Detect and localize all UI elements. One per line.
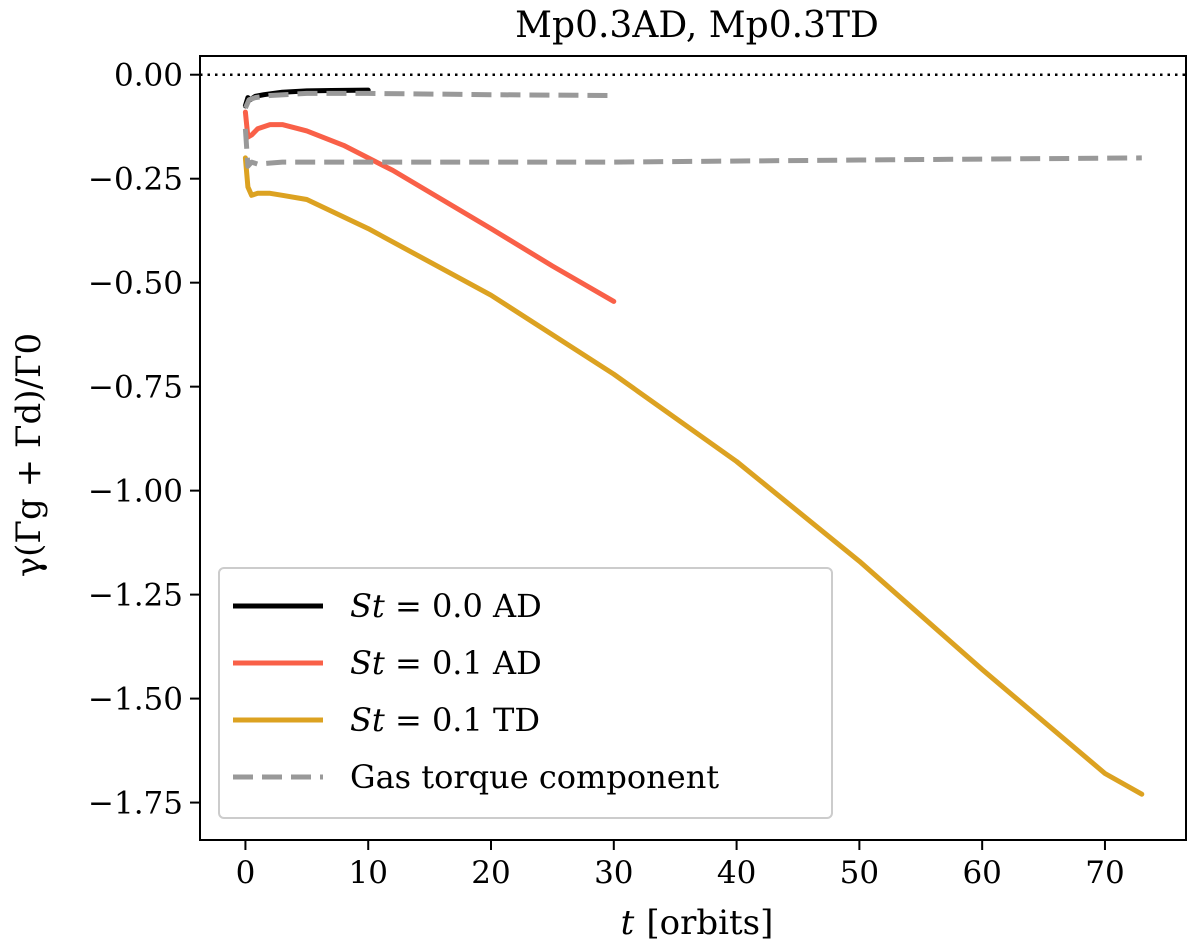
y-tick-label: 0.00 bbox=[114, 58, 183, 94]
x-axis-label: t [orbits] bbox=[621, 903, 774, 942]
x-tick-label: 0 bbox=[236, 855, 256, 891]
legend-label-variable: St bbox=[350, 587, 385, 625]
series-line-1 bbox=[242, 109, 617, 304]
legend-label-text: = 0.1 AD bbox=[385, 644, 542, 682]
x-tick-label: 70 bbox=[1085, 855, 1124, 891]
x-axis-label-variable: t bbox=[621, 903, 635, 942]
axes-frame bbox=[199, 55, 1187, 841]
legend-label: St = 0.1 TD bbox=[350, 701, 540, 739]
legend-label-variable: St bbox=[350, 701, 385, 739]
series-line-3 bbox=[243, 90, 614, 110]
y-tick-label: −1.50 bbox=[88, 682, 183, 718]
y-axis-label: γ(Γg + Γd)/Γ0 bbox=[9, 333, 49, 577]
axes: 0 10 20 30 40 50 60 70 0.00 −0.25 −0.50 −0.75 −1.00 −… bbox=[88, 55, 1187, 891]
legend-label-variable: St bbox=[350, 644, 385, 682]
legend-label: St = 0.0 AD bbox=[350, 587, 542, 625]
x-tick-label: 30 bbox=[594, 855, 633, 891]
series-line-4 bbox=[242, 128, 1142, 169]
y-tick-label: −1.00 bbox=[88, 474, 183, 510]
legend-label-text: Gas torque component bbox=[350, 758, 719, 796]
x-tick-label: 20 bbox=[471, 855, 510, 891]
x-tick-label: 40 bbox=[717, 855, 756, 891]
legend-label-text: = 0.1 TD bbox=[385, 701, 540, 739]
y-tick-label: −0.25 bbox=[88, 162, 183, 198]
legend-box bbox=[218, 567, 833, 819]
legend-label: St = 0.1 AD bbox=[350, 644, 542, 682]
chart-title: Mp0.3AD, Mp0.3TD bbox=[515, 5, 879, 46]
legend-label: Gas torque component bbox=[350, 758, 719, 796]
legend-label-text: = 0.0 AD bbox=[385, 587, 542, 625]
y-tick-label: −1.75 bbox=[88, 786, 183, 822]
x-tick-label: 50 bbox=[840, 855, 879, 891]
x-tick-label: 10 bbox=[348, 855, 387, 891]
plot-area bbox=[200, 73, 1186, 797]
y-tick-label: −1.25 bbox=[88, 578, 183, 614]
plot-clipped-group bbox=[200, 73, 1186, 797]
series-line-2 bbox=[242, 155, 1145, 797]
x-axis-label-unit: [orbits] bbox=[646, 903, 773, 942]
y-tick-label: −0.50 bbox=[88, 266, 183, 302]
y-tick-label: −0.75 bbox=[88, 370, 183, 406]
x-tick-label: 60 bbox=[962, 855, 1001, 891]
